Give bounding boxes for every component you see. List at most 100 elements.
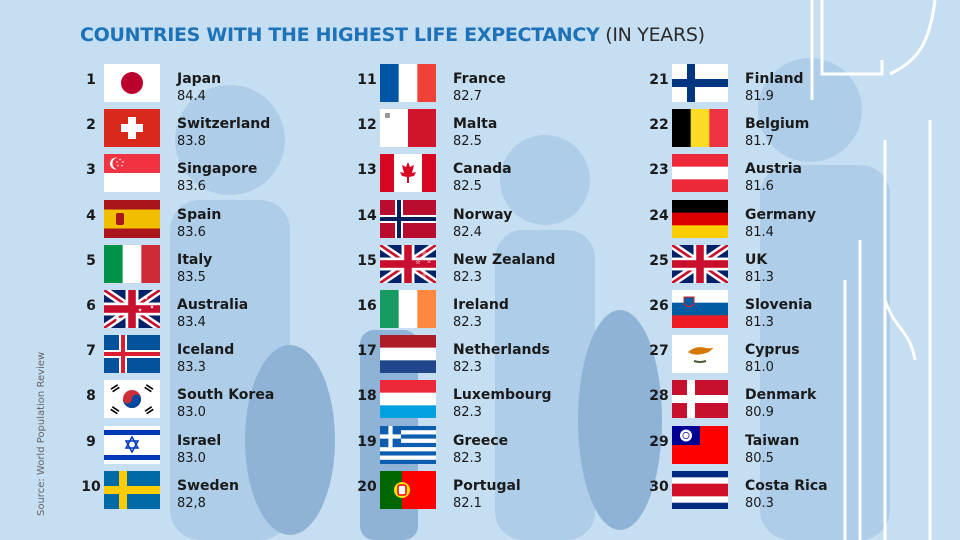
country-entry: 3 Singapore 83.6: [78, 154, 338, 206]
life-expectancy-value: 82.3: [453, 315, 482, 330]
australia-flag-icon: [104, 290, 160, 328]
south-korea-flag-icon: [104, 380, 160, 419]
life-expectancy-value: 82.1: [453, 495, 482, 511]
life-expectancy-value: 82.3: [453, 269, 482, 285]
israel-flag-icon: [104, 425, 160, 464]
rank-label: 4: [86, 207, 96, 224]
luxembourg-flag-icon: [380, 380, 436, 419]
life-expectancy-value: 82.5: [453, 179, 482, 195]
country-name: Italy: [177, 251, 213, 268]
country-name: Norway: [453, 206, 513, 223]
country-name: Sweden: [177, 477, 239, 494]
life-expectancy-value: 82.3: [453, 360, 482, 376]
life-expectancy-value: 82,8: [177, 495, 206, 511]
denmark-flag-icon: [672, 380, 728, 419]
greece-flag-icon: [380, 425, 436, 464]
country-name: New Zealand: [453, 251, 556, 268]
uk-flag-icon: [672, 244, 728, 283]
rank-label: 15: [357, 252, 377, 269]
life-expectancy-value: 82.7: [453, 89, 482, 104]
country-entry: 13 Canada 82.5: [354, 154, 614, 206]
life-expectancy-value: 81.6: [745, 179, 774, 195]
rank-label: 12: [357, 117, 377, 134]
country-entry: 20 Portugal 82.1: [354, 470, 614, 523]
country-name: Cyprus: [745, 342, 800, 359]
country-name: Ireland: [453, 297, 509, 313]
rank-label: 3: [86, 162, 96, 179]
rank-label: 2: [86, 117, 96, 134]
rank-label: 6: [86, 298, 96, 314]
rank-label: 13: [357, 162, 377, 179]
life-expectancy-value: 81.7: [745, 134, 774, 150]
rank-label: 23: [649, 162, 669, 179]
life-expectancy-value: 83.4: [177, 315, 206, 330]
rank-label: 20: [357, 478, 377, 495]
life-expectancy-value: 81.3: [745, 315, 774, 330]
new-zealand-flag-icon: [380, 244, 436, 283]
country-entry: 7 Iceland 83.3: [78, 335, 338, 387]
country-entry: 23 Austria 81.6: [646, 154, 906, 206]
country-entry: 15 New Zealand 82.3: [354, 244, 614, 297]
source-note: Source: World Population Review: [36, 351, 47, 516]
country-name: Australia: [177, 297, 249, 313]
life-expectancy-value: 82.4: [453, 224, 482, 240]
norway-flag-icon: [380, 199, 436, 238]
country-name: Luxembourg: [453, 387, 552, 404]
singapore-flag-icon: [104, 154, 160, 193]
finland-flag-icon: [672, 64, 728, 102]
country-entry: 30 Costa Rica 80.3: [646, 470, 906, 523]
country-name: Costa Rica: [745, 477, 828, 494]
country-name: Malta: [453, 116, 498, 133]
canada-flag-icon: [380, 154, 436, 193]
country-name: Greece: [453, 432, 509, 449]
country-entry: 24 Germany 81.4: [646, 199, 906, 252]
country-entry: 2 Switzerland 83.8: [78, 109, 338, 161]
life-expectancy-value: 81.3: [745, 269, 774, 285]
rank-label: 30: [649, 478, 669, 495]
life-expectancy-value: 83.6: [177, 224, 206, 240]
life-expectancy-value: 81.9: [745, 89, 774, 104]
rank-label: 19: [357, 433, 377, 450]
title-unit: (IN YEARS): [605, 24, 705, 46]
rank-label: 29: [649, 433, 669, 450]
spain-flag-icon: [104, 199, 160, 238]
life-expectancy-value: 80.9: [745, 405, 774, 421]
country-name: Switzerland: [177, 116, 271, 133]
country-entry: 14 Norway 82.4: [354, 199, 614, 252]
country-entry: 28 Denmark 80.9: [646, 380, 906, 432]
ireland-flag-icon: [380, 290, 436, 328]
iceland-flag-icon: [104, 335, 160, 374]
italy-flag-icon: [104, 244, 160, 283]
taiwan-flag-icon: [672, 425, 728, 464]
chart-title: COUNTRIES WITH THE HIGHEST LIFE EXPECTAN…: [80, 24, 705, 46]
country-name: South Korea: [177, 387, 275, 404]
rank-label: 16: [357, 298, 377, 314]
country-entry: 21 Finland 81.9: [646, 64, 906, 116]
country-name: Netherlands: [453, 342, 550, 359]
life-expectancy-value: 82.3: [453, 450, 482, 466]
costa-rica-flag-icon: [672, 470, 728, 509]
malta-flag-icon: [380, 109, 436, 148]
life-expectancy-value: 80.3: [745, 495, 774, 511]
rank-label: 8: [86, 388, 96, 405]
rank-label: 1: [86, 72, 96, 88]
sweden-flag-icon: [104, 470, 160, 509]
rank-label: 18: [357, 388, 377, 405]
country-name: Belgium: [745, 116, 810, 133]
country-entry: 29 Taiwan 80.5: [646, 425, 906, 478]
country-name: Germany: [745, 206, 817, 223]
country-entry: 6 Australia 83.4: [78, 290, 338, 342]
rank-label: 7: [86, 343, 96, 360]
rank-label: 5: [86, 252, 96, 269]
slovenia-flag-icon: [672, 290, 728, 328]
rank-label: 26: [649, 298, 669, 314]
life-expectancy-value: 84.4: [177, 89, 206, 104]
life-expectancy-value: 83.8: [177, 134, 206, 150]
country-entry: 16 Ireland 82.3: [354, 290, 614, 342]
life-expectancy-value: 81.4: [745, 224, 774, 240]
rank-label: 25: [649, 252, 669, 269]
country-entry: 18 Luxembourg 82.3: [354, 380, 614, 432]
life-expectancy-value: 83.6: [177, 179, 206, 195]
country-name: Finland: [745, 71, 804, 87]
life-expectancy-value: 81.0: [745, 360, 774, 376]
